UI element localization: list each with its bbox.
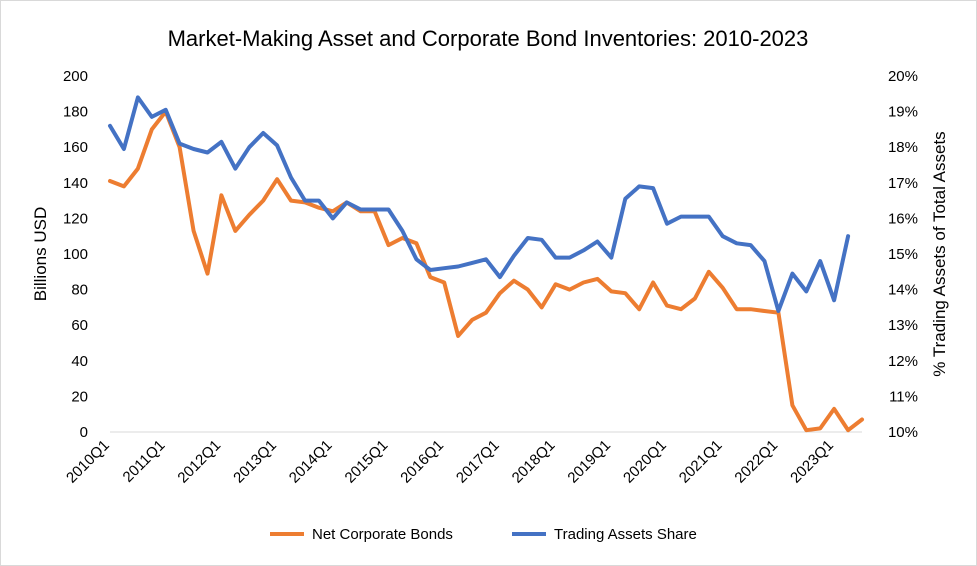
x-tick-label: 2014Q1 [286,437,336,487]
y-axis-right-ticks: 10% 11% 12% 13% 14% 15% 16% 17% 18% 19% 20% [888,68,918,441]
x-tick-label: 2010Q1 [63,437,113,487]
y-left-tick-label: 60 [71,317,88,334]
y-left-tick-label: 100 [63,246,88,263]
chart-title: Market-Making Asset and Corporate Bond I… [168,26,809,51]
y-right-tick-label: 10% [888,424,918,441]
y-right-tick-label: 19% [888,104,918,121]
x-tick-label: 2019Q1 [564,437,614,487]
y-right-tick-label: 12% [888,353,918,370]
x-tick-label: 2020Q1 [620,437,670,487]
x-tick-label: 2012Q1 [174,437,224,487]
legend-label-net-corporate-bonds: Net Corporate Bonds [312,526,453,543]
legend: Net Corporate Bonds Trading Assets Share [270,526,697,543]
y-left-tick-label: 80 [71,282,88,299]
y-left-tick-label: 40 [71,353,88,370]
y-left-tick-label: 140 [63,175,88,192]
y-axis-right-title: % Trading Assets of Total Assets [930,131,949,376]
x-tick-label: 2022Q1 [731,437,781,487]
x-tick-label: 2011Q1 [120,437,169,486]
y-right-tick-label: 17% [888,175,918,192]
y-right-tick-label: 18% [888,139,918,156]
x-tick-label: 2021Q1 [676,437,726,487]
y-left-tick-label: 120 [63,210,88,227]
series-lines [108,95,864,433]
series-line-net-corporate-bonds [108,109,864,433]
y-right-tick-label: 11% [889,388,918,405]
y-left-tick-label: 0 [80,424,88,441]
series-line-trading-assets-share [108,95,851,313]
y-left-tick-label: 200 [63,68,88,85]
y-left-tick-label: 160 [63,139,88,156]
y-axis-left-ticks: 0 20 40 60 80 100 120 140 160 180 200 [63,68,88,441]
y-axis-left-title: Billions USD [31,207,50,301]
x-tick-label: 2017Q1 [453,437,503,487]
y-right-tick-label: 14% [888,282,918,299]
y-right-tick-label: 20% [888,68,918,85]
x-tick-label: 2013Q1 [230,437,280,487]
y-left-tick-label: 20 [71,388,88,405]
y-right-tick-label: 15% [888,246,918,263]
x-tick-label: 2016Q1 [397,437,447,487]
x-tick-label: 2015Q1 [342,437,392,487]
x-tick-label: 2023Q1 [787,437,837,487]
x-tick-label: 2018Q1 [509,437,559,487]
y-right-tick-label: 16% [888,210,918,227]
legend-label-trading-assets-share: Trading Assets Share [554,526,697,543]
y-right-tick-label: 13% [888,317,918,334]
y-left-tick-label: 180 [63,104,88,121]
x-axis-ticks: 2010Q1 2011Q1 2012Q1 2013Q1 2014Q1 2015Q1 2016… [63,437,837,487]
